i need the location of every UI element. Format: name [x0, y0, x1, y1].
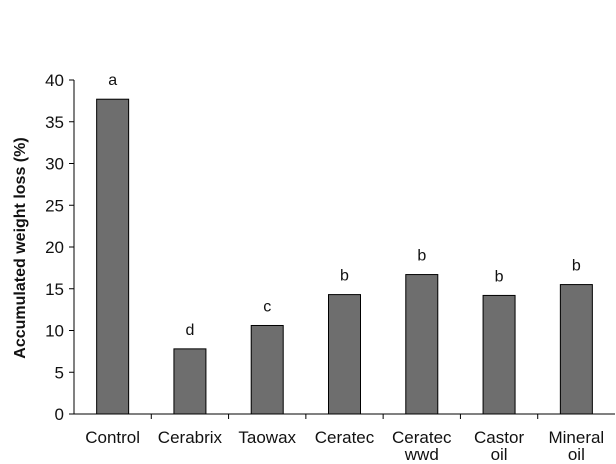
bar	[559, 284, 593, 415]
category-label: oil	[568, 445, 585, 464]
y-axis-ticks: 0 5 10 15 20 25 30 35 40	[45, 71, 74, 424]
significance-letter: b	[495, 268, 504, 285]
bar	[328, 294, 361, 415]
bars-group	[96, 98, 593, 415]
category-label: oil	[491, 445, 508, 464]
category-label: Ceratec	[392, 428, 452, 447]
x-axis-ticks	[150, 414, 539, 419]
significance-letter: c	[263, 298, 271, 315]
significance-letter: d	[185, 322, 194, 339]
y-tick-label: 25	[45, 196, 64, 215]
y-tick-label: 15	[45, 280, 64, 299]
y-tick-label: 30	[45, 155, 64, 174]
category-label: Castor	[474, 428, 524, 447]
category-label: Taowax	[238, 428, 296, 447]
category-label: Cerabrix	[158, 428, 223, 447]
y-tick-label: 35	[45, 113, 64, 132]
bar	[482, 294, 516, 415]
y-axis-label: Accumulated weight loss (%)	[12, 137, 29, 358]
category-label: Control	[85, 428, 140, 447]
y-tick-label: 20	[45, 238, 64, 257]
significance-letter: a	[108, 72, 117, 89]
y-tick-label: 0	[55, 405, 64, 424]
y-tick-label: 5	[55, 363, 64, 382]
category-label: Mineral	[548, 428, 604, 447]
significance-letter: b	[340, 268, 349, 285]
category-labels-group: Control Cerabrix Taowax Ceratec CeratecwwdCa…	[85, 428, 604, 464]
category-label: wwd	[404, 445, 439, 464]
y-tick-label: 10	[45, 322, 64, 341]
significance-letter: b	[572, 258, 581, 275]
bar	[250, 324, 284, 415]
bar	[96, 98, 130, 415]
significance-letters-group: a d c b b b b	[108, 72, 581, 339]
category-label: Ceratec	[315, 428, 375, 447]
bar	[405, 274, 439, 415]
y-tick-label: 40	[45, 71, 64, 90]
significance-letter: b	[417, 248, 426, 265]
bar	[173, 348, 207, 415]
